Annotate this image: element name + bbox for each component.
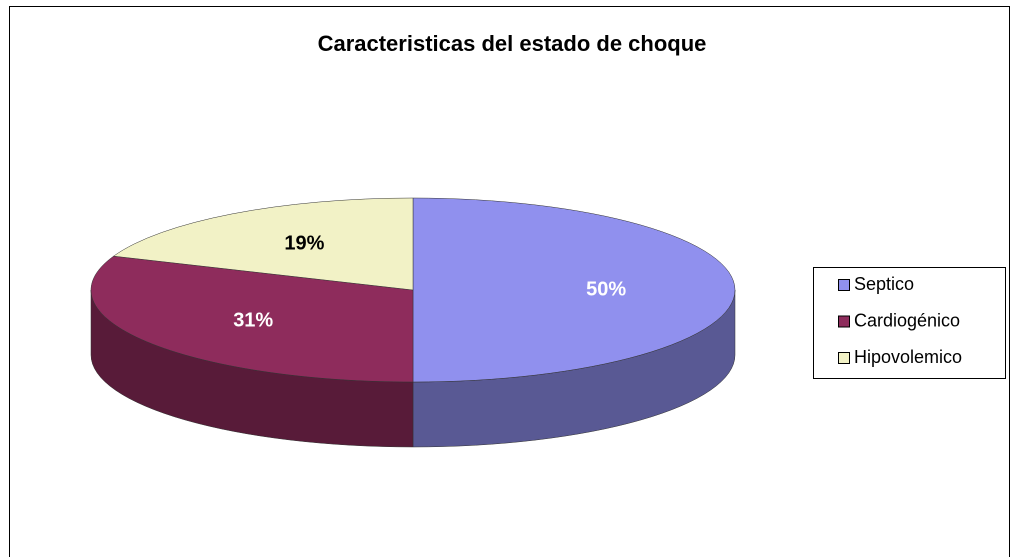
legend-label: Septico xyxy=(854,274,914,294)
pie-slice xyxy=(90,255,414,383)
chart-title: Caracteristicas del estado de choque xyxy=(318,31,707,56)
chart-border xyxy=(9,6,1010,557)
data-label: 19% xyxy=(284,233,324,255)
pie-slice xyxy=(112,197,414,291)
legend-label: Cardiogénico xyxy=(854,310,960,330)
legend-swatch xyxy=(838,279,850,291)
pie-slice xyxy=(412,197,736,383)
data-label: 31% xyxy=(233,309,273,331)
legend-swatch xyxy=(838,352,850,364)
legend-label: Hipovolemico xyxy=(854,347,962,367)
data-label: 50% xyxy=(586,278,626,300)
legend-swatch xyxy=(838,315,850,328)
